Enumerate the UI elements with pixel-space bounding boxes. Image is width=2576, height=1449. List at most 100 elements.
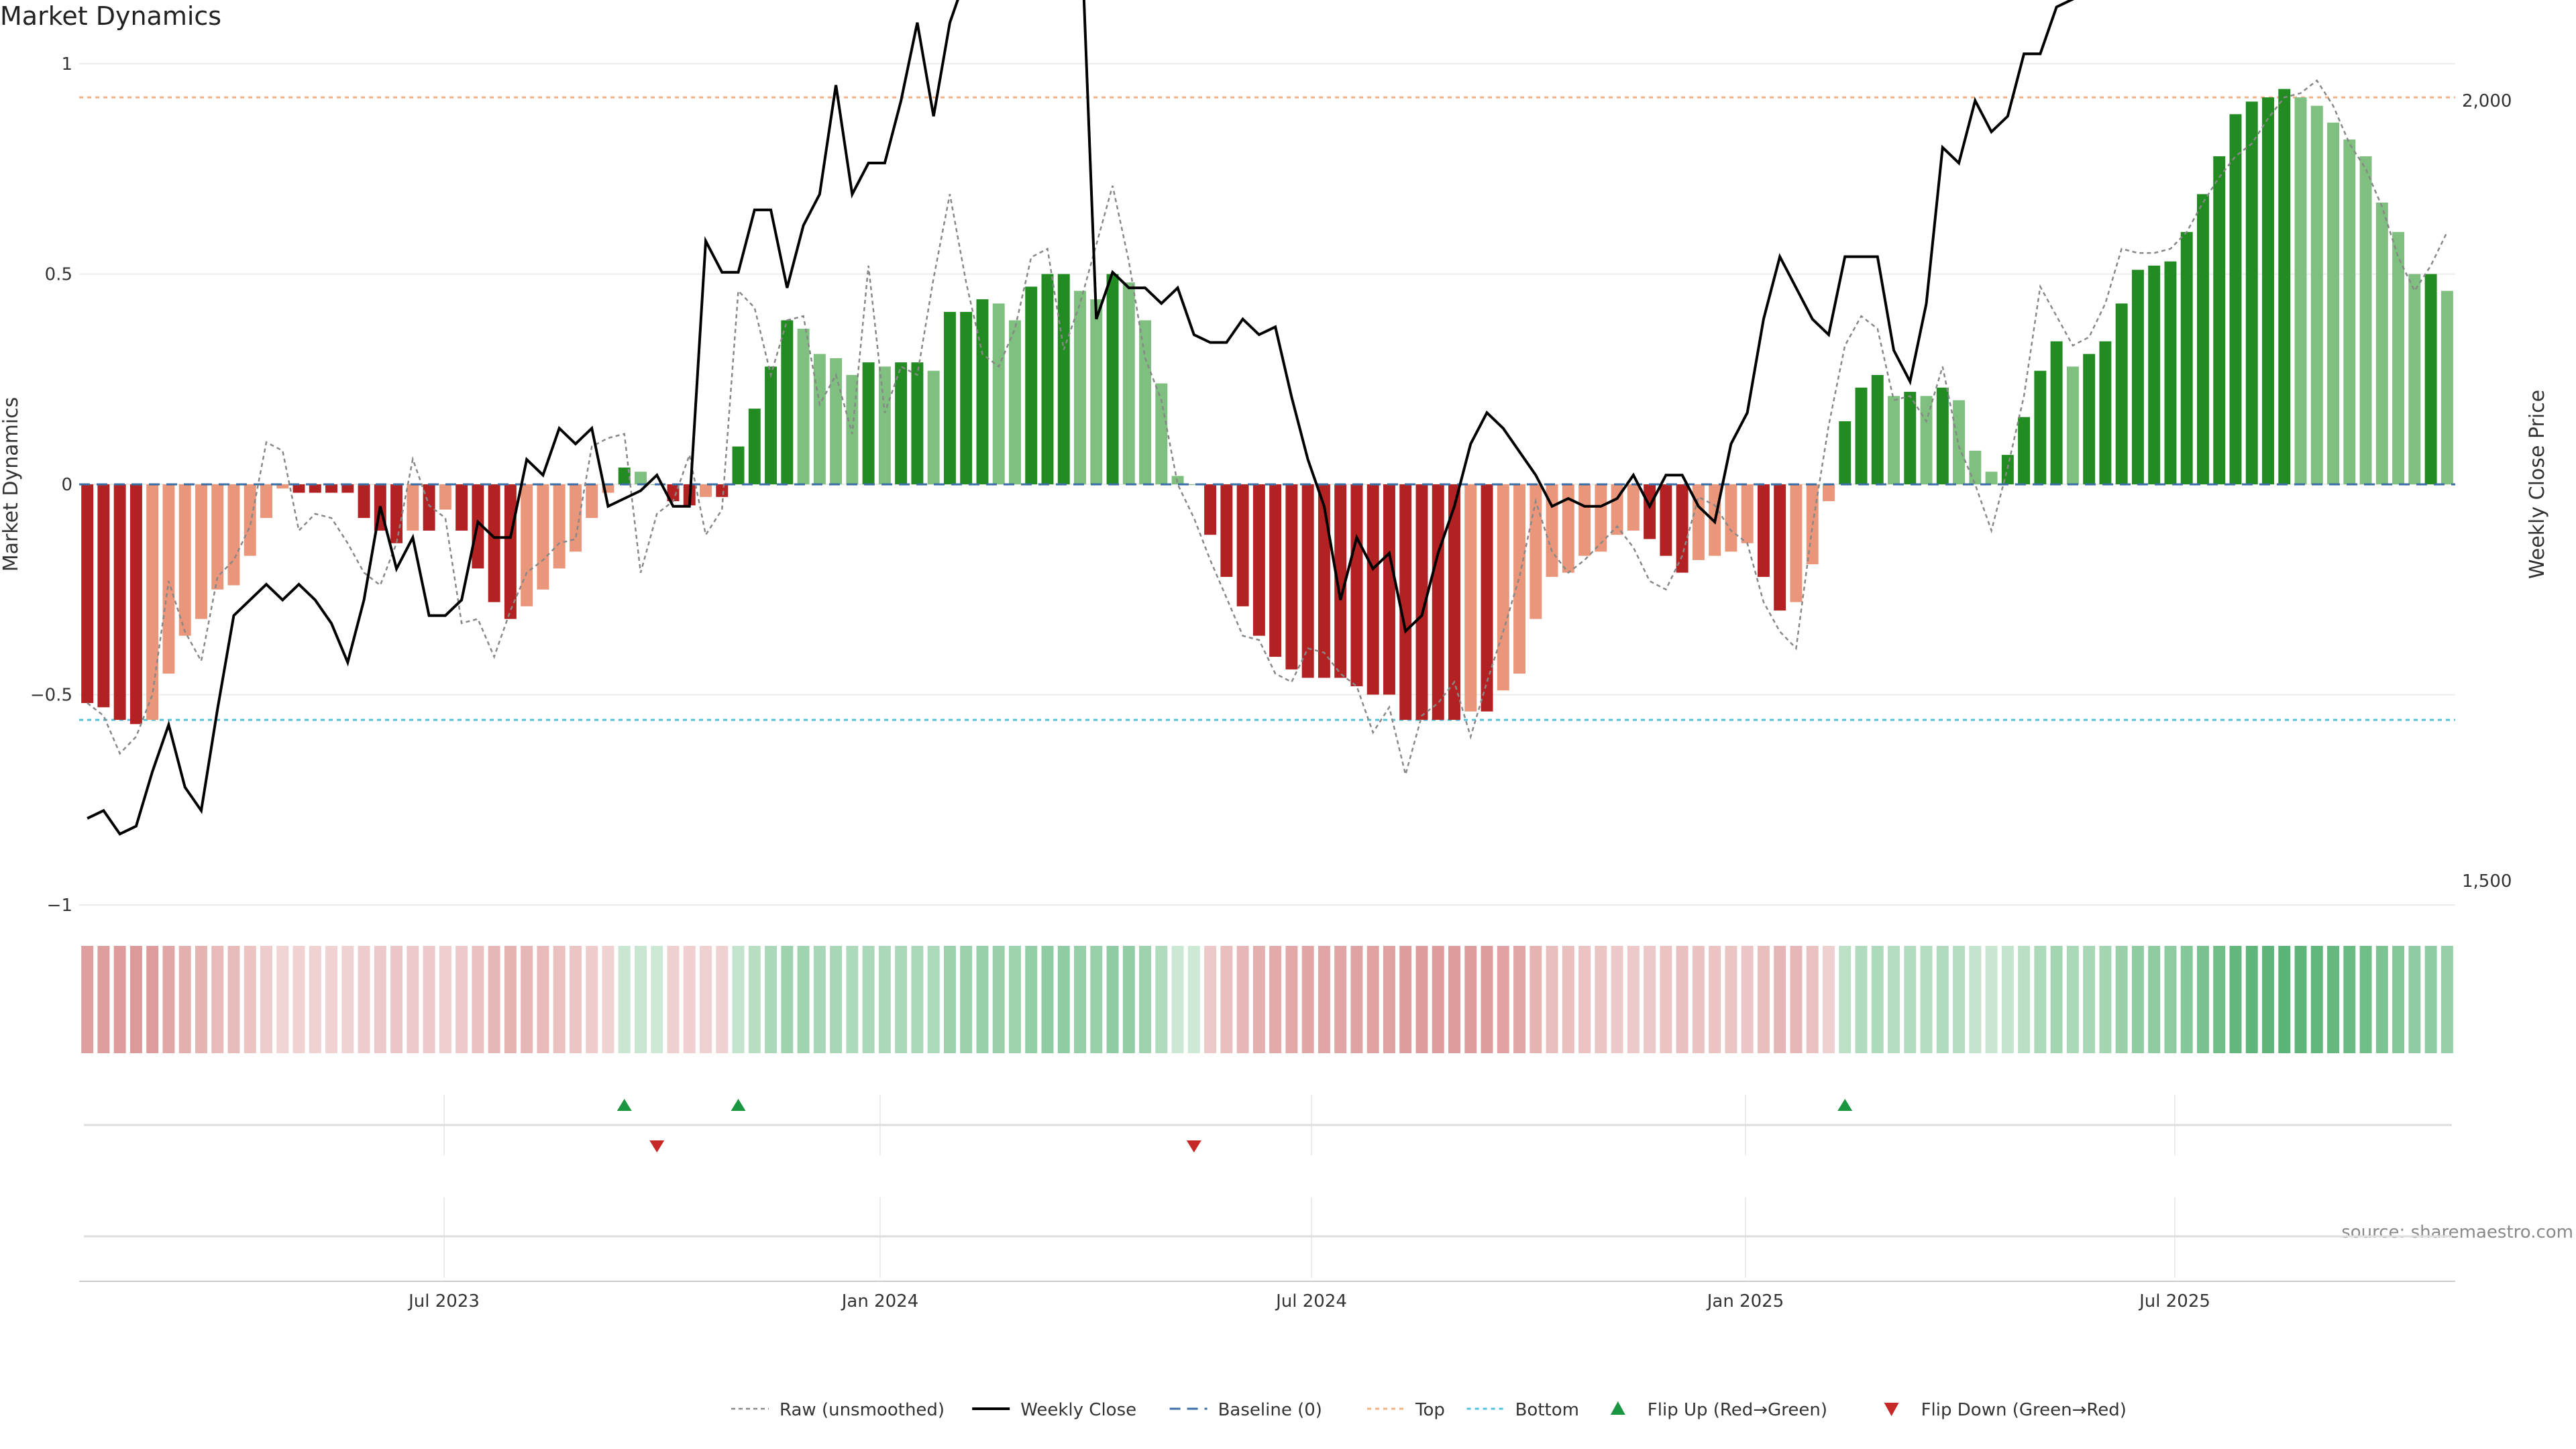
bar xyxy=(960,311,973,484)
bar xyxy=(862,362,875,484)
heat-cell xyxy=(651,946,663,1053)
bar xyxy=(2327,122,2340,484)
axes: 10.50−0.5−13,5003,0002,5002,0001,500Jul … xyxy=(0,54,2549,1311)
heat-cell xyxy=(1725,946,1737,1053)
legend-flip-down[interactable]: Flip Down (Green→Red) xyxy=(1884,1400,2127,1420)
bar xyxy=(1366,484,1379,695)
heat-cell xyxy=(2245,946,2258,1053)
weekly-close-line xyxy=(87,0,2075,836)
bar xyxy=(1334,484,1347,678)
bar xyxy=(716,484,729,497)
heat-cell xyxy=(146,946,159,1053)
heat-cell xyxy=(2359,946,2372,1053)
heat-cell xyxy=(846,946,859,1053)
bar xyxy=(732,446,745,484)
heat-cell xyxy=(1823,946,1835,1053)
heat-cell xyxy=(488,946,500,1053)
heat-cell xyxy=(1204,946,1217,1053)
heat-cell xyxy=(2196,946,2209,1053)
heat-cell xyxy=(2018,946,2031,1053)
bar xyxy=(325,484,338,493)
bar xyxy=(2229,114,2242,485)
flip-up-marker xyxy=(731,1099,746,1111)
heat-cell xyxy=(911,946,924,1053)
heat-cell xyxy=(2327,946,2340,1053)
heat-cell xyxy=(1936,946,1949,1053)
bar xyxy=(407,484,419,531)
bar xyxy=(195,484,207,619)
heat-cell xyxy=(862,946,875,1053)
bar xyxy=(1920,396,1933,484)
heat-cell xyxy=(1627,946,1640,1053)
bar xyxy=(1627,484,1640,531)
legend-flip-up[interactable]: Flip Up (Red→Green) xyxy=(1610,1400,1827,1420)
bar xyxy=(1122,282,1135,484)
legend-close[interactable]: Weekly Close xyxy=(972,1400,1136,1420)
chart-title: Market Dynamics xyxy=(0,1,222,31)
bar xyxy=(1790,484,1803,602)
bar xyxy=(2099,341,2112,484)
legend-top[interactable]: Top xyxy=(1367,1400,1445,1420)
bar xyxy=(765,366,777,484)
bar xyxy=(521,484,533,606)
heat-cell xyxy=(976,946,989,1053)
heat-cell xyxy=(1366,946,1379,1053)
bar xyxy=(635,472,647,484)
bar xyxy=(700,484,712,497)
bar xyxy=(2310,105,2323,484)
heat-cell xyxy=(2034,946,2047,1053)
heat-cell xyxy=(1888,946,1900,1053)
heat-cell xyxy=(1790,946,1803,1053)
heat-cell xyxy=(1904,946,1917,1053)
heat-cell xyxy=(260,946,272,1053)
y2-axis-title: Weekly Close Price xyxy=(2526,390,2549,579)
bar xyxy=(553,484,566,569)
heat-cell xyxy=(1057,946,1070,1053)
heat-cell xyxy=(1415,946,1428,1053)
heat-cell xyxy=(569,946,582,1053)
legend-raw[interactable]: Raw (unsmoothed) xyxy=(731,1400,945,1420)
bar xyxy=(1660,484,1672,556)
heat-cell xyxy=(2424,946,2437,1053)
heat-cell xyxy=(1578,946,1591,1053)
heat-cell xyxy=(1969,946,1982,1053)
bar xyxy=(309,484,321,493)
bar xyxy=(1285,484,1298,669)
heat-cell xyxy=(2408,946,2421,1053)
bar xyxy=(390,484,403,543)
heat-cell xyxy=(2164,946,2177,1053)
heat-cell xyxy=(276,946,289,1053)
bar xyxy=(1204,484,1217,535)
bar xyxy=(1578,484,1591,556)
heat-cell xyxy=(244,946,256,1053)
legend-bottom[interactable]: Bottom xyxy=(1466,1400,1579,1420)
heat-cell xyxy=(1448,946,1460,1053)
heat-cell xyxy=(2099,946,2112,1053)
bar xyxy=(2213,156,2226,484)
heat-cell xyxy=(309,946,321,1053)
bar xyxy=(341,484,354,493)
bar xyxy=(569,484,582,552)
x-tick-label: Jan 2024 xyxy=(841,1291,919,1311)
heat-cell xyxy=(765,946,777,1053)
bar xyxy=(976,299,989,484)
heat-cell xyxy=(227,946,240,1053)
bar xyxy=(2375,202,2388,484)
legend[interactable]: Raw (unsmoothed) Weekly Close Baseline (0)… xyxy=(731,1400,2127,1420)
bar xyxy=(1676,484,1688,573)
bar xyxy=(2343,139,2356,485)
heat-cell xyxy=(1383,946,1395,1053)
heat-cell xyxy=(1334,946,1347,1053)
heat-cell xyxy=(1025,946,1038,1053)
legend-baseline[interactable]: Baseline (0) xyxy=(1169,1400,1322,1420)
heat-cell xyxy=(927,946,940,1053)
heat-cell xyxy=(1041,946,1054,1053)
bar xyxy=(1529,484,1542,619)
heat-cell xyxy=(1139,946,1152,1053)
legend-close-label: Weekly Close xyxy=(1020,1400,1136,1420)
bar xyxy=(2018,417,2031,484)
heat-cell xyxy=(895,946,908,1053)
heat-cell xyxy=(2392,946,2405,1053)
heat-cell xyxy=(748,946,761,1053)
bar xyxy=(748,409,761,484)
